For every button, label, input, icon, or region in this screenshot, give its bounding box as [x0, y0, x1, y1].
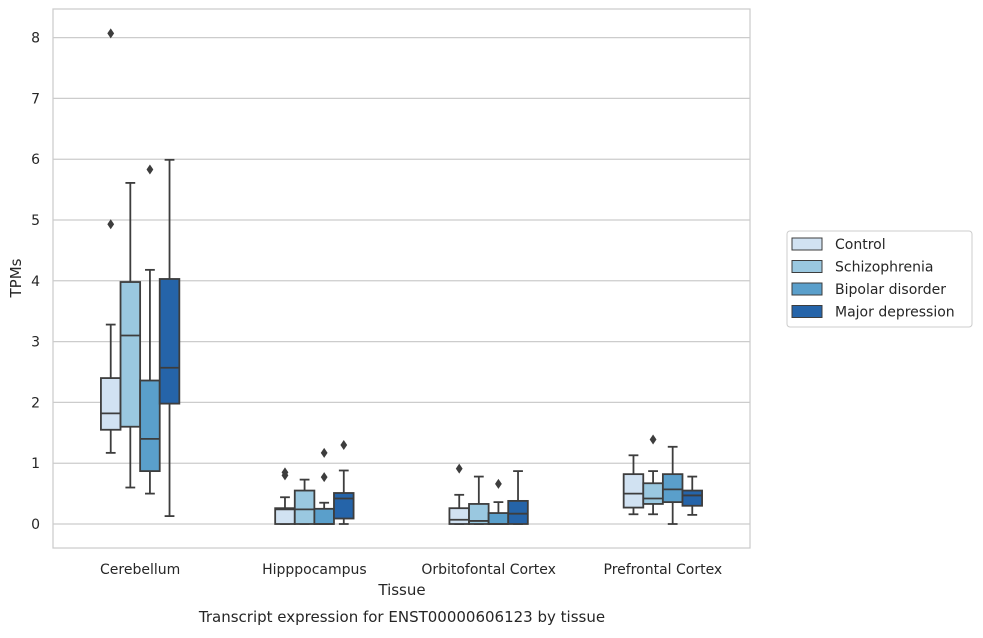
y-tick-label: 8 — [31, 31, 40, 47]
legend-label: Bipolar disorder — [835, 282, 946, 298]
box-body — [139, 379, 161, 473]
box-body — [622, 473, 645, 509]
box-body — [293, 489, 316, 525]
legend-frame — [786, 230, 973, 328]
box-3-0 — [158, 158, 181, 517]
box-series — [100, 28, 703, 525]
x-axis-ticks: Cerebellum Hipppocampus Orbitofontal Corte… — [100, 562, 722, 578]
box-3-2 — [507, 470, 529, 525]
box-body — [487, 512, 510, 525]
box-body — [119, 281, 142, 428]
outlier-point — [107, 28, 115, 39]
box-body — [661, 473, 684, 504]
legend-swatch — [791, 237, 823, 251]
box-body — [158, 278, 181, 405]
x-axis-label: Tissue — [377, 581, 425, 599]
box-1-3 — [642, 434, 664, 516]
x-tick-label: Prefrontal Cortex — [604, 562, 723, 578]
outlier-point — [455, 463, 463, 474]
box-body — [681, 489, 703, 507]
y-tick-label: 4 — [31, 274, 40, 290]
box-1-1 — [293, 478, 316, 525]
box-3-3 — [681, 475, 703, 516]
legend-label: Major depression — [835, 305, 955, 321]
outlier-point — [146, 164, 154, 175]
legend-label: Schizophrenia — [835, 260, 933, 276]
legend-swatch — [791, 260, 823, 273]
box-1-2 — [468, 475, 490, 525]
box-1-0 — [119, 182, 142, 489]
legend-swatch — [791, 305, 823, 318]
y-tick-label: 1 — [31, 456, 40, 472]
x-tick-label: Hipppocampus — [262, 562, 367, 578]
box-0-1 — [274, 467, 296, 525]
box-body — [333, 492, 355, 520]
plot-frame — [52, 8, 751, 549]
box-body — [100, 377, 122, 431]
box-2-3 — [661, 445, 684, 525]
box-body — [448, 507, 470, 525]
box-0-2 — [448, 463, 470, 525]
legend-swatch — [791, 282, 823, 296]
y-tick-label: 3 — [31, 335, 40, 351]
box-2-0 — [139, 164, 161, 495]
chart-caption: Transcript expression for ENST0000060612… — [198, 608, 605, 626]
outlier-point — [320, 447, 328, 458]
outlier-point — [495, 478, 502, 489]
y-tick-label: 0 — [31, 517, 40, 533]
box-2-2 — [487, 478, 510, 525]
y-tick-label: 2 — [31, 395, 40, 411]
box-3-1 — [333, 439, 355, 525]
box-body — [274, 507, 296, 525]
box-body — [642, 482, 664, 505]
box-body — [507, 499, 529, 525]
outlier-point — [320, 472, 328, 483]
y-tick-label: 7 — [31, 91, 40, 107]
outlier-point — [281, 467, 289, 478]
box-body — [313, 507, 335, 525]
outlier-point — [340, 439, 348, 450]
outlier-point — [107, 219, 115, 230]
legend-label: Control — [835, 237, 886, 253]
x-tick-label: Cerebellum — [100, 562, 180, 578]
outlier-point — [649, 434, 657, 445]
y-tick-label: 5 — [31, 213, 40, 229]
y-axis-ticks: 0 1 2 3 4 5 6 7 8 — [31, 31, 40, 533]
legend: Control Schizophrenia Bipolar disorder Majo… — [786, 230, 973, 328]
x-tick-label: Orbitofontal Cortex — [421, 562, 556, 578]
y-tick-label: 6 — [31, 152, 40, 168]
y-axis-label: TPMs — [7, 258, 25, 298]
